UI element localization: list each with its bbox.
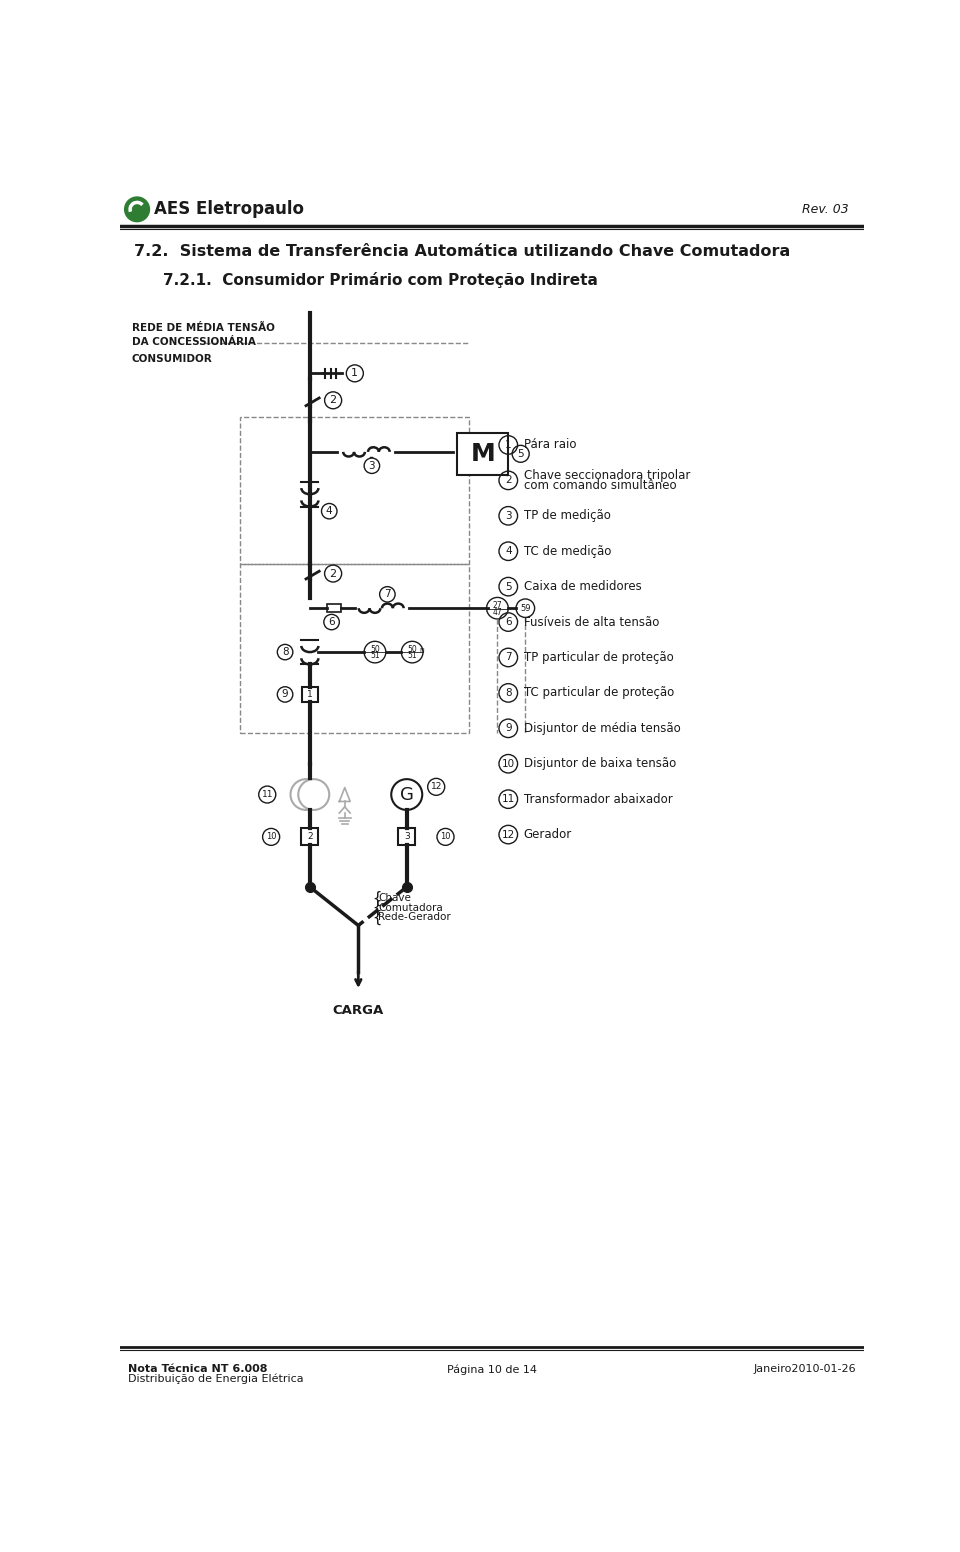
Text: 1: 1 <box>351 368 358 379</box>
Text: 1: 1 <box>307 691 313 698</box>
Text: {: { <box>372 900 381 916</box>
Text: 1: 1 <box>505 439 512 450</box>
Text: com comando simultâneo: com comando simultâneo <box>524 480 677 492</box>
Circle shape <box>392 779 422 810</box>
Text: Disjuntor de baixa tensão: Disjuntor de baixa tensão <box>524 757 676 770</box>
Text: 10: 10 <box>502 759 515 768</box>
Text: 10: 10 <box>266 832 276 841</box>
Text: Janeiro2010-01-26: Janeiro2010-01-26 <box>754 1364 856 1375</box>
Text: 3: 3 <box>404 832 410 841</box>
Text: 4: 4 <box>326 506 332 517</box>
Text: Nota Técnica NT 6.008: Nota Técnica NT 6.008 <box>128 1364 267 1375</box>
Bar <box>240 563 468 733</box>
Text: M: M <box>470 442 495 466</box>
Bar <box>398 829 416 846</box>
Text: TC particular de proteção: TC particular de proteção <box>524 686 674 700</box>
Text: 7.2.  Sistema de Transferência Automática utilizando Chave Comutadora: 7.2. Sistema de Transferência Automática… <box>134 244 790 259</box>
Text: {: { <box>372 909 381 925</box>
Text: Pára raio: Pára raio <box>524 439 576 452</box>
Text: TP particular de proteção: TP particular de proteção <box>524 650 674 664</box>
Text: Disjuntor de média tensão: Disjuntor de média tensão <box>524 722 681 734</box>
Text: 8: 8 <box>505 688 512 698</box>
Text: Caixa de medidores: Caixa de medidores <box>524 580 641 593</box>
Text: TC de medição: TC de medição <box>524 545 612 557</box>
Text: 7: 7 <box>384 590 391 599</box>
Text: 51: 51 <box>407 652 417 661</box>
Text: 2: 2 <box>329 396 337 405</box>
Text: Gerador: Gerador <box>524 829 572 841</box>
Text: CARGA: CARGA <box>333 1004 384 1017</box>
Text: Página 10 de 14: Página 10 de 14 <box>447 1364 537 1375</box>
Text: {: { <box>372 891 381 906</box>
Text: 59: 59 <box>520 604 531 613</box>
Text: Fusíveis de alta tensão: Fusíveis de alta tensão <box>524 616 660 629</box>
Text: 3: 3 <box>369 461 375 470</box>
Text: 3: 3 <box>505 511 512 521</box>
Text: N: N <box>420 649 424 653</box>
Bar <box>327 604 341 611</box>
Text: Rev. 03: Rev. 03 <box>802 203 849 216</box>
Text: 11: 11 <box>261 790 273 799</box>
Text: 6: 6 <box>328 618 335 627</box>
Text: 4: 4 <box>505 546 512 556</box>
Circle shape <box>299 779 329 810</box>
Text: Distribuição de Energia Elétrica: Distribuição de Energia Elétrica <box>128 1374 303 1384</box>
Text: 9: 9 <box>282 689 288 700</box>
Text: CONSUMIDOR: CONSUMIDOR <box>132 354 212 365</box>
Text: 50: 50 <box>371 644 380 653</box>
Text: TP de medição: TP de medição <box>524 509 611 523</box>
Text: 7.2.1.  Consumidor Primário com Proteção Indireta: 7.2.1. Consumidor Primário com Proteção … <box>162 272 597 289</box>
Text: 12: 12 <box>502 830 515 840</box>
Text: 50: 50 <box>407 644 417 653</box>
Text: 27: 27 <box>492 601 502 610</box>
Text: 8: 8 <box>282 647 288 656</box>
Text: 2: 2 <box>329 568 337 579</box>
Bar <box>457 433 508 475</box>
Bar <box>301 829 319 846</box>
Text: 9: 9 <box>505 723 512 734</box>
Text: 5: 5 <box>517 449 524 459</box>
Text: 5: 5 <box>505 582 512 591</box>
Text: Comutadora: Comutadora <box>378 903 444 913</box>
Text: 51: 51 <box>371 652 380 661</box>
Circle shape <box>125 197 150 222</box>
Text: Transformador abaixador: Transformador abaixador <box>524 793 673 805</box>
Text: G: G <box>399 785 414 804</box>
Text: 11: 11 <box>502 795 515 804</box>
Bar <box>302 686 318 702</box>
Circle shape <box>291 779 322 810</box>
Text: 10: 10 <box>441 832 451 841</box>
Text: AES Eletropaulo: AES Eletropaulo <box>155 200 304 219</box>
Text: 2: 2 <box>307 832 313 841</box>
Text: 6: 6 <box>505 618 512 627</box>
Bar <box>240 417 468 563</box>
Text: 7: 7 <box>505 652 512 663</box>
Text: 2: 2 <box>505 475 512 486</box>
Text: Chave seccionadora tripolar: Chave seccionadora tripolar <box>524 469 690 483</box>
Text: REDE DE MÉDIA TENSÃO
DA CONCESSIONÁRIA: REDE DE MÉDIA TENSÃO DA CONCESSIONÁRIA <box>132 323 275 346</box>
Text: 47: 47 <box>492 607 502 616</box>
Text: Rede-Gerador: Rede-Gerador <box>378 913 451 922</box>
Text: Chave: Chave <box>378 894 411 903</box>
Text: 12: 12 <box>430 782 442 792</box>
